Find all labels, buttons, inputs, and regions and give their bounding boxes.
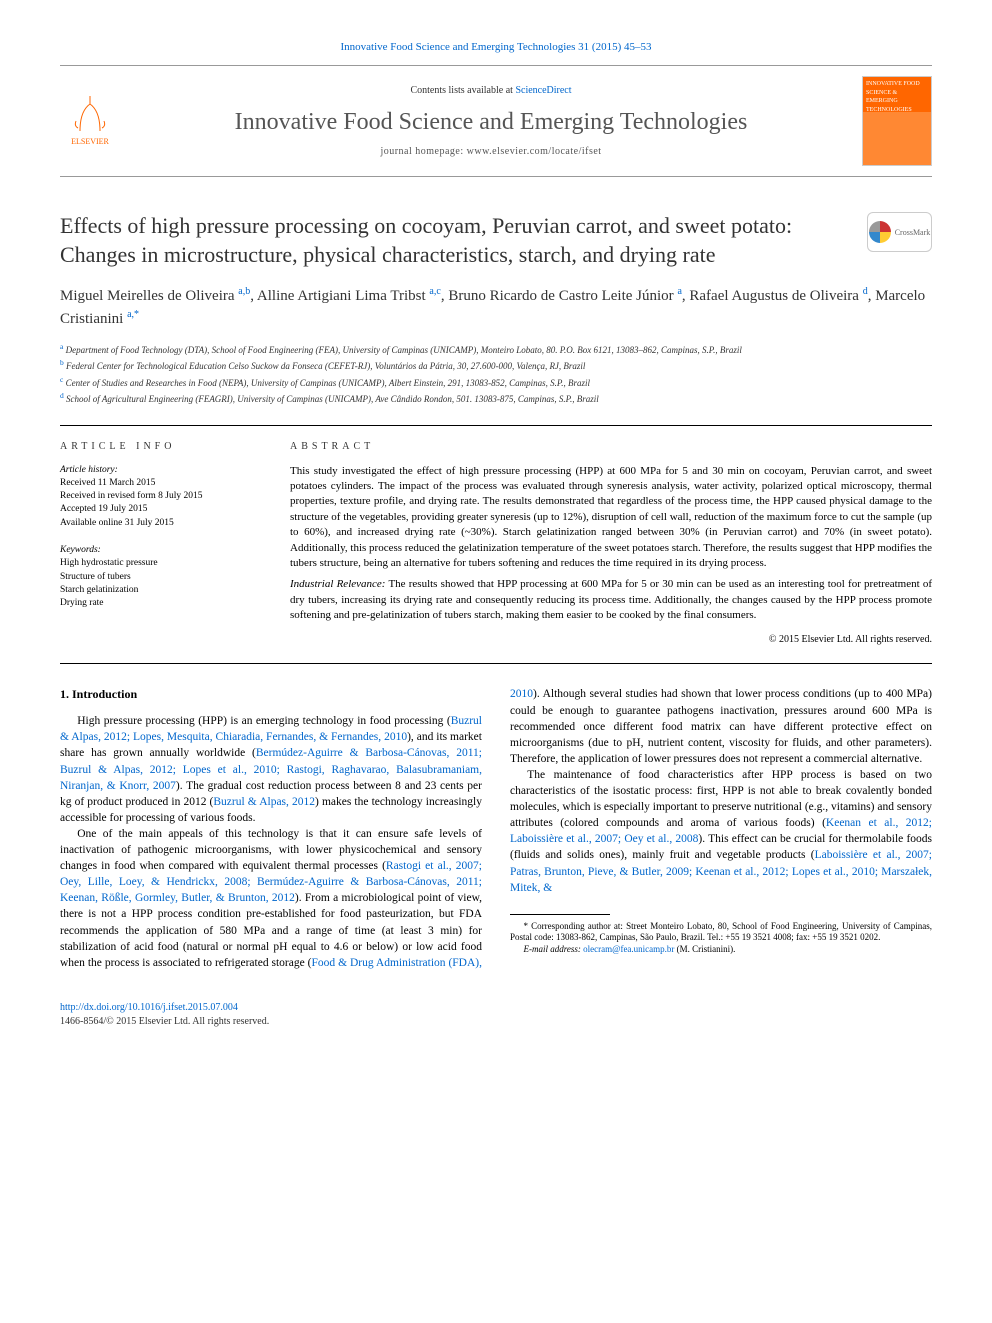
divider — [60, 425, 932, 426]
keywords-label: Keywords: — [60, 544, 260, 557]
history-item: Received in revised form 8 July 2015 — [60, 490, 260, 503]
journal-cover-thumbnail: INNOVATIVE FOOD SCIENCE & EMERGING TECHN… — [862, 76, 932, 166]
body-text: ). Although several studies had shown th… — [510, 688, 932, 764]
journal-name: Innovative Food Science and Emerging Tec… — [140, 106, 842, 140]
article-info-heading: ARTICLE INFO — [60, 440, 260, 454]
homepage-url: www.elsevier.com/locate/ifset — [467, 146, 602, 157]
footnote-divider — [510, 914, 610, 915]
crossmark-icon — [869, 221, 891, 243]
email-label: E-mail address: — [524, 944, 584, 954]
email-suffix: (M. Cristianini). — [674, 944, 735, 954]
keyword-item: Starch gelatinization — [60, 584, 260, 597]
body-paragraph: The maintenance of food characteristics … — [510, 767, 932, 896]
corresponding-author-footnote: * Corresponding author at: Street Montei… — [510, 921, 932, 944]
history-label: Article history: — [60, 464, 260, 477]
top-reference: Innovative Food Science and Emerging Tec… — [60, 40, 932, 55]
header-center: Contents lists available at ScienceDirec… — [140, 84, 842, 160]
homepage-line: journal homepage: www.elsevier.com/locat… — [140, 145, 842, 159]
elsevier-text: ELSEVIER — [71, 136, 109, 147]
abstract-heading: ABSTRACT — [290, 440, 932, 454]
footnote-block: * Corresponding author at: Street Montei… — [510, 914, 932, 956]
abstract-relevance: Industrial Relevance: The results showed… — [290, 577, 932, 623]
affiliation-line: a Department of Food Technology (DTA), S… — [60, 341, 932, 358]
bottom-links: http://dx.doi.org/10.1016/j.ifset.2015.0… — [60, 1001, 932, 1029]
journal-header: ELSEVIER Contents lists available at Sci… — [60, 66, 932, 177]
abstract: ABSTRACT This study investigated the eff… — [290, 440, 932, 648]
affiliation-line: b Federal Center for Technological Educa… — [60, 357, 932, 374]
abstract-body: This study investigated the effect of hi… — [290, 464, 932, 572]
divider — [60, 663, 932, 664]
relevance-label: Industrial Relevance: — [290, 578, 385, 590]
abstract-copyright: © 2015 Elsevier Ltd. All rights reserved… — [290, 633, 932, 647]
article-title: Effects of high pressure processing on c… — [60, 212, 847, 269]
crossmark-badge[interactable]: CrossMark — [867, 212, 932, 252]
history-item: Accepted 19 July 2015 — [60, 503, 260, 516]
email-footnote: E-mail address: olecram@fea.unicamp.br (… — [510, 944, 932, 956]
affiliation-line: d School of Agricultural Engineering (FE… — [60, 390, 932, 407]
body-text: High pressure processing (HPP) is an eme… — [77, 715, 450, 727]
relevance-text: The results showed that HPP processing a… — [290, 578, 932, 621]
article-info: ARTICLE INFO Article history: Received 1… — [60, 440, 260, 648]
contents-prefix: Contents lists available at — [410, 85, 515, 96]
keyword-item: Drying rate — [60, 597, 260, 610]
keyword-item: High hydrostatic pressure — [60, 557, 260, 570]
issn-copyright: 1466-8564/© 2015 Elsevier Ltd. All right… — [60, 1016, 269, 1027]
contents-line: Contents lists available at ScienceDirec… — [140, 84, 842, 98]
section-heading-intro: 1. Introduction — [60, 686, 482, 703]
elsevier-logo: ELSEVIER — [60, 91, 120, 151]
citation-link[interactable]: Buzrul & Alpas, 2012 — [213, 796, 315, 808]
body-text: ). From a microbiological point — [295, 892, 445, 904]
authors: Miguel Meirelles de Oliveira a,b, Alline… — [60, 284, 932, 331]
sciencedirect-link[interactable]: ScienceDirect — [515, 85, 571, 96]
history-item: Available online 31 July 2015 — [60, 517, 260, 530]
affiliation-line: c Center of Studies and Researches in Fo… — [60, 374, 932, 391]
keyword-item: Structure of tubers — [60, 571, 260, 584]
body-columns: 1. Introduction High pressure processing… — [60, 686, 932, 970]
affiliations: a Department of Food Technology (DTA), S… — [60, 341, 932, 407]
doi-link[interactable]: http://dx.doi.org/10.1016/j.ifset.2015.0… — [60, 1002, 238, 1013]
crossmark-label: CrossMark — [895, 227, 931, 238]
body-paragraph: High pressure processing (HPP) is an eme… — [60, 713, 482, 826]
history-item: Received 11 March 2015 — [60, 477, 260, 490]
homepage-prefix: journal homepage: — [380, 146, 466, 157]
email-link[interactable]: olecram@fea.unicamp.br — [583, 944, 674, 954]
